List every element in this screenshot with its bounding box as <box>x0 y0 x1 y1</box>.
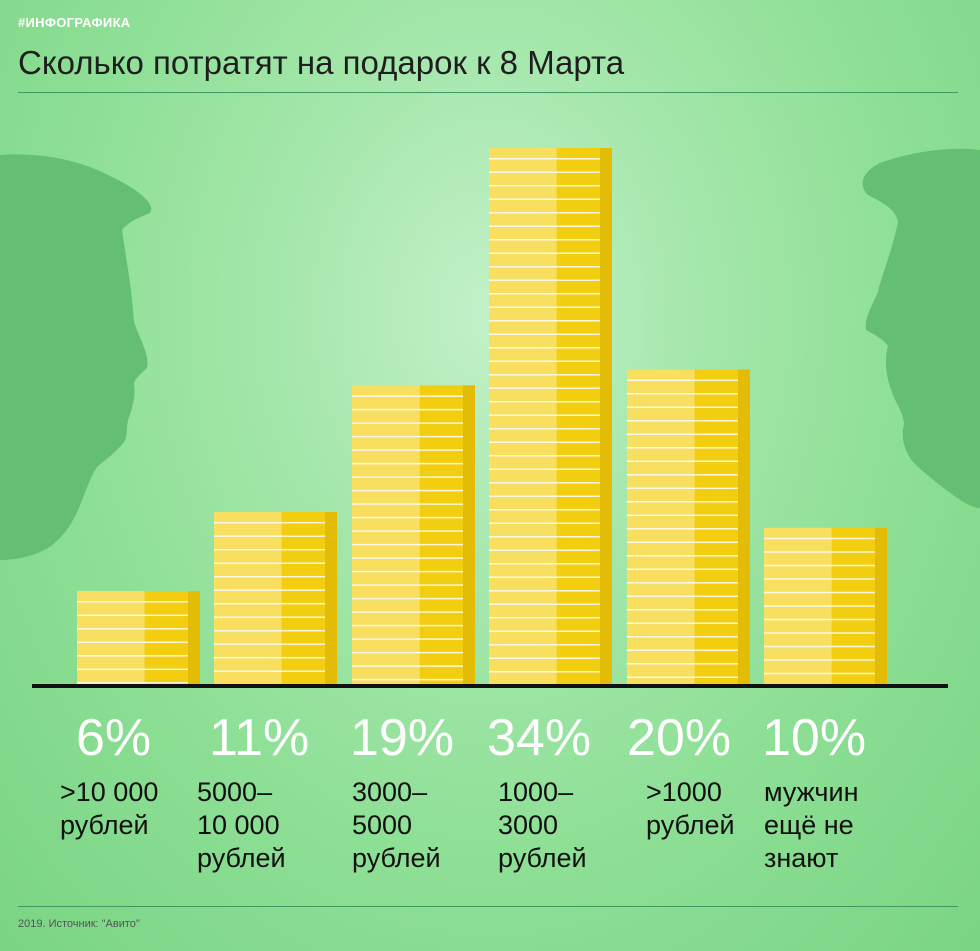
page-title: Сколько потратят на подарок к 8 Марта <box>18 44 625 81</box>
category-label-6: мужчин ещё не знают <box>764 777 859 873</box>
hashtag-label: #ИНФОГРАФИКА <box>18 15 131 30</box>
value-label-5: 20% <box>627 710 767 766</box>
percent-text: 6% <box>76 709 152 767</box>
percent-text: 10% <box>762 709 867 767</box>
percent-text: 20% <box>627 709 732 767</box>
value-label-6: 10% <box>762 710 902 766</box>
source-note: 2019. Источник: "Авито" <box>18 918 140 930</box>
bar-2 <box>214 511 337 686</box>
category-label-4: 1000– 3000 рублей <box>498 777 587 873</box>
bar-5 <box>627 369 750 686</box>
value-label-2: 11% <box>209 710 349 766</box>
footer-divider <box>18 906 958 907</box>
value-label-3: 19% <box>350 710 490 766</box>
category-label-5: >1000 рублей <box>646 777 735 840</box>
value-label-4: 34% <box>487 710 627 766</box>
bar-3 <box>352 385 475 686</box>
category-label-1: >10 000 рублей <box>60 777 159 840</box>
title-divider <box>18 92 958 93</box>
percent-text: 11% <box>209 709 310 767</box>
percent-text: 34% <box>487 709 592 767</box>
bar-1 <box>77 591 200 686</box>
percent-text: 19% <box>350 709 455 767</box>
category-label-3: 3000– 5000 рублей <box>352 777 441 873</box>
bar-6 <box>764 527 887 686</box>
bar-4 <box>489 148 612 686</box>
baseline-axis <box>32 684 948 688</box>
category-label-2: 5000– 10 000 рублей <box>197 777 286 873</box>
value-label-1: 6% <box>76 710 216 766</box>
